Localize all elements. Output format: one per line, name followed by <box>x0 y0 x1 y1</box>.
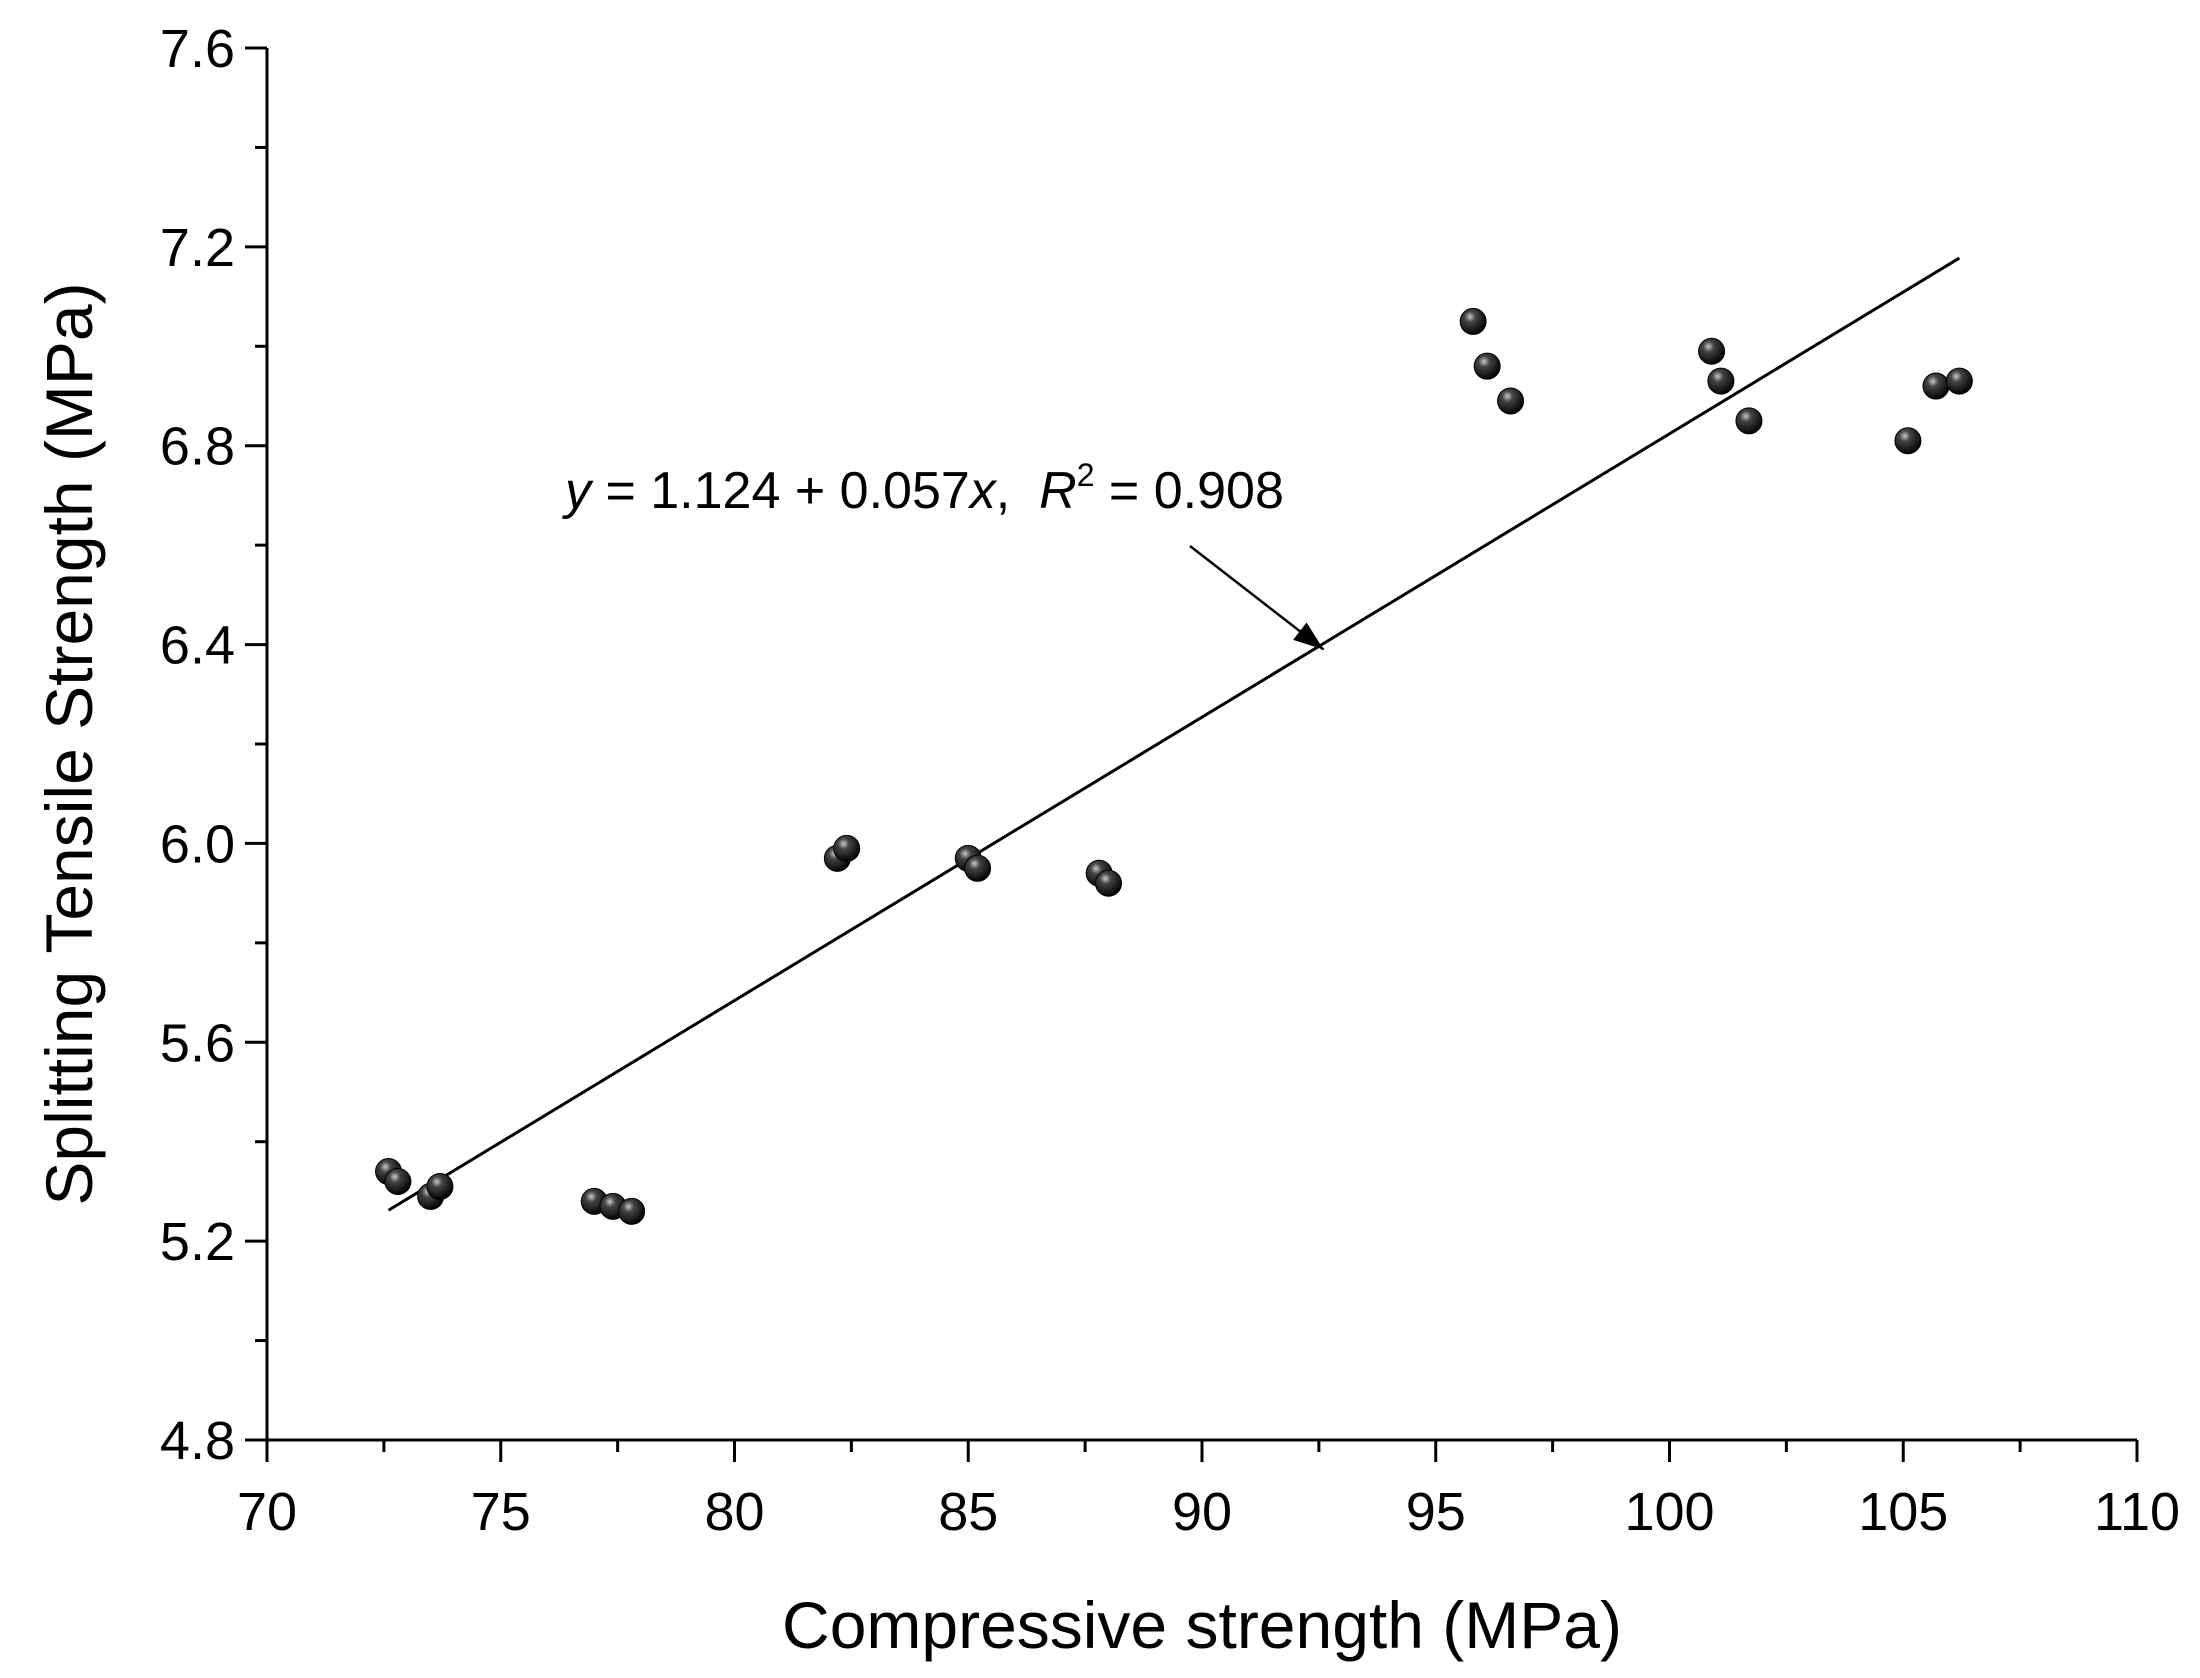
eq-separator: , <box>996 462 1039 520</box>
x-tick-label: 70 <box>237 1482 297 1542</box>
eq-x-symbol: x <box>967 462 998 520</box>
data-point <box>1945 367 1973 395</box>
data-point <box>384 1167 412 1195</box>
eq-superscript: 2 <box>1077 457 1095 493</box>
y-axis-title: Splitting Tensile Strength (MPa) <box>32 282 106 1205</box>
y-tick-label: 5.2 <box>160 1212 235 1272</box>
x-axis-title: Compressive strength (MPa) <box>782 1588 1622 1662</box>
data-point <box>1459 307 1487 335</box>
x-tick-label: 80 <box>704 1482 764 1542</box>
eq-r2-value: = 0.908 <box>1094 462 1283 520</box>
y-tick-label: 7.2 <box>160 218 235 278</box>
data-point <box>833 834 861 862</box>
equation-annotation: y = 1.124 + 0.057x, R2 = 0.908 <box>562 457 1325 651</box>
plot-area: 70 75 80 85 90 95 100 105 110 4.8 5.2 5.6 6.0 6.4 6.8… <box>160 19 2180 1542</box>
x-tick-label: 95 <box>1406 1482 1466 1542</box>
y-tick-label: 7.6 <box>160 19 235 79</box>
data-point <box>618 1197 646 1225</box>
x-ticks: 70 75 80 85 90 95 100 105 110 <box>237 1440 2180 1542</box>
y-ticks: 4.8 5.2 5.6 6.0 6.4 6.8 7.2 7.6 <box>160 19 267 1471</box>
x-tick-label: 75 <box>471 1482 531 1542</box>
y-tick-label: 4.8 <box>160 1411 235 1471</box>
x-tick-label: 90 <box>1172 1482 1232 1542</box>
data-point <box>426 1172 454 1200</box>
eq-rhs: = 1.124 + 0.057 <box>591 462 970 520</box>
data-point <box>1735 407 1763 435</box>
x-tick-label: 100 <box>1624 1482 1714 1542</box>
data-point <box>1698 337 1726 365</box>
annotation-arrowhead <box>1293 622 1324 650</box>
data-point <box>1473 352 1501 380</box>
data-point <box>1922 372 1950 400</box>
x-tick-label: 105 <box>1858 1482 1948 1542</box>
eq-r-symbol: R <box>1039 462 1077 520</box>
y-tick-label: 6.0 <box>160 814 235 874</box>
data-point <box>1894 427 1922 455</box>
data-point <box>1707 367 1735 395</box>
fit-equation: y = 1.124 + 0.057x, R2 = 0.908 <box>562 457 1284 520</box>
data-point <box>1497 387 1525 415</box>
y-tick-label: 6.4 <box>160 616 235 676</box>
x-tick-label: 110 <box>2094 1482 2180 1542</box>
data-points <box>375 307 1973 1225</box>
y-tick-label: 6.8 <box>160 417 235 477</box>
y-tick-label: 5.6 <box>160 1013 235 1073</box>
data-point <box>964 854 992 882</box>
eq-y-symbol: y <box>562 462 594 520</box>
regression-line <box>387 256 1961 1212</box>
data-point <box>1095 869 1122 897</box>
x-tick-label: 85 <box>938 1482 998 1542</box>
